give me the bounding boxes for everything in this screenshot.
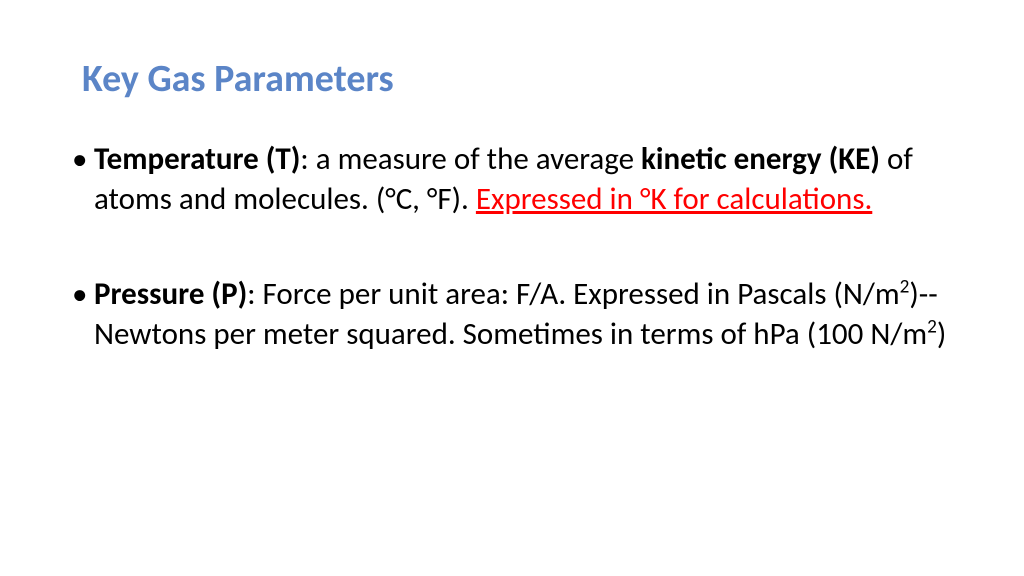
superscript: 2	[927, 316, 937, 339]
slide-title: Key Gas Parameters	[82, 56, 952, 102]
body-text: )	[937, 315, 946, 353]
inner-bold: kinetic energy (KE)	[641, 140, 887, 178]
bullet-list: Temperature (T): a measure of the averag…	[72, 140, 952, 355]
body-text: : a measure of the average	[300, 140, 641, 178]
term-bold: Temperature (T)	[94, 140, 300, 178]
bullet-item: Temperature (T): a measure of the averag…	[72, 140, 952, 219]
slide-container: Key Gas Parameters Temperature (T): a me…	[0, 0, 1024, 576]
emphasis-text: Expressed in °K for calculations.	[476, 180, 872, 218]
superscript: 2	[900, 276, 910, 299]
term-bold: Pressure (P)	[94, 275, 247, 313]
body-text: : Force per unit area: F/A. Expressed in…	[247, 275, 899, 313]
bullet-item: Pressure (P): Force per unit area: F/A. …	[72, 275, 952, 354]
